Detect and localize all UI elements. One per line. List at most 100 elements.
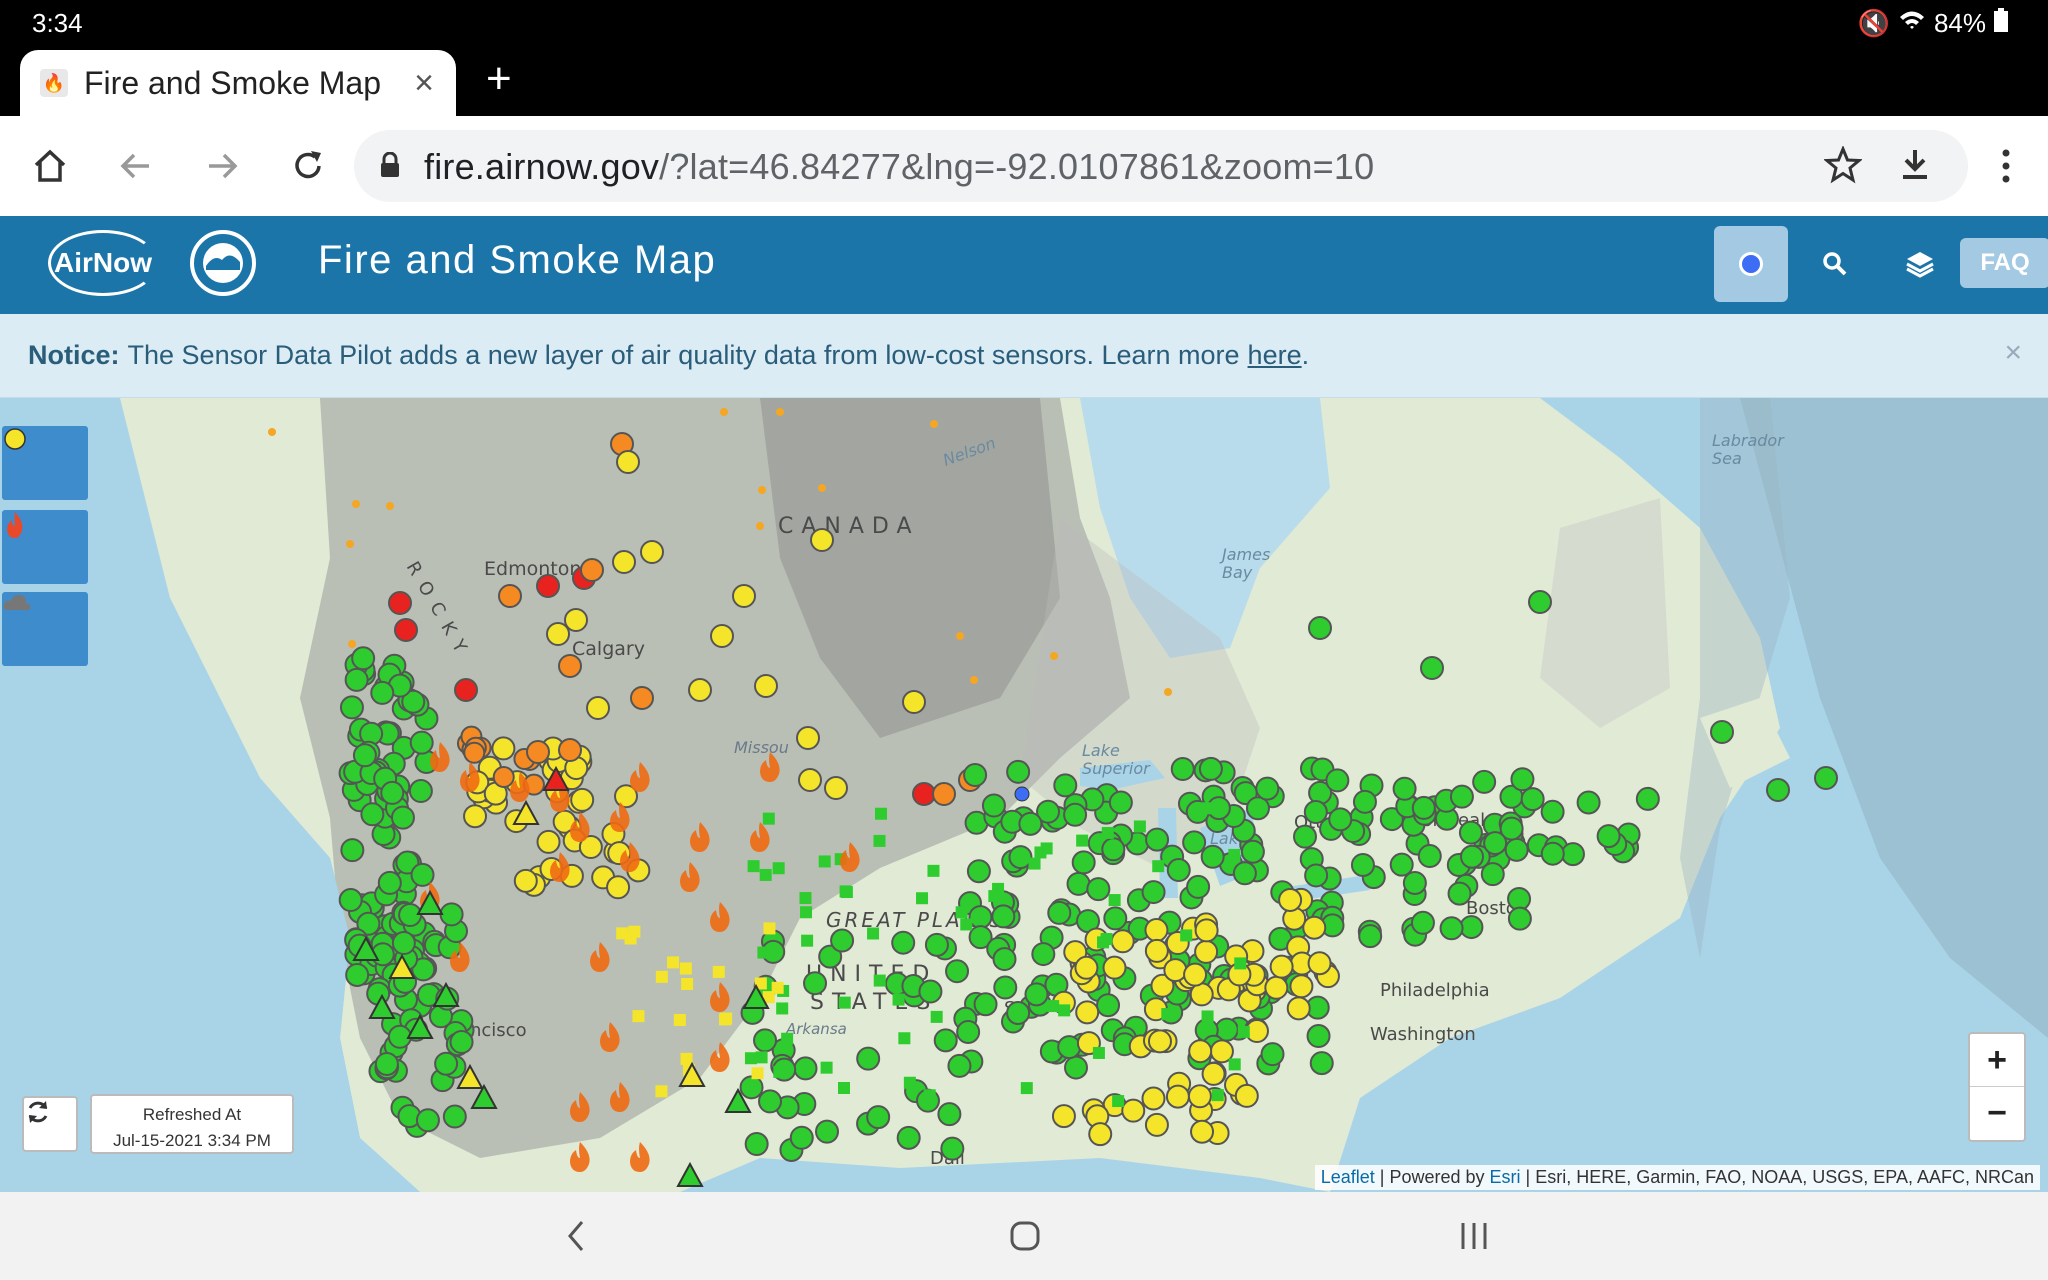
aqi-sensor-square[interactable]	[771, 981, 784, 994]
aqi-monitor-circle[interactable]	[409, 730, 434, 755]
aqi-monitor-circle[interactable]	[454, 678, 478, 702]
aqi-monitor-circle[interactable]	[415, 1108, 440, 1133]
aqi-sensor-square[interactable]	[632, 1010, 645, 1023]
aqi-monitor-circle[interactable]	[606, 875, 631, 900]
smoke-sensor-dot[interactable]	[348, 640, 356, 648]
aqi-monitor-circle[interactable]	[558, 738, 582, 762]
smoke-sensor-dot[interactable]	[970, 676, 978, 684]
aqi-monitor-circle[interactable]	[1057, 1035, 1082, 1060]
aqi-monitor-circle[interactable]	[1480, 862, 1505, 887]
aqi-monitor-circle[interactable]	[1108, 790, 1133, 815]
fire-marker-icon[interactable]	[570, 812, 590, 842]
reload-icon[interactable]	[284, 142, 332, 190]
aqi-monitor-circle[interactable]	[352, 743, 377, 768]
aqi-sensor-square[interactable]	[763, 922, 776, 935]
aqi-markers-layer[interactable]	[0, 398, 2048, 1192]
aqi-monitor-triangle[interactable]	[742, 983, 770, 1009]
aqi-monitor-circle[interactable]	[1483, 831, 1508, 856]
aqi-monitor-circle[interactable]	[586, 696, 610, 720]
aqi-monitor-circle[interactable]	[1047, 900, 1072, 925]
aqi-monitor-circle[interactable]	[1328, 807, 1353, 832]
aqi-monitor-circle[interactable]	[732, 584, 756, 608]
aqi-sensor-square[interactable]	[955, 906, 968, 919]
aqi-monitor-circle[interactable]	[1198, 756, 1223, 781]
zoom-in-button[interactable]: +	[1970, 1034, 2024, 1087]
aqi-monitor-circle[interactable]	[810, 528, 834, 552]
aqi-monitor-triangle[interactable]	[512, 799, 540, 825]
aqi-monitor-circle[interactable]	[1014, 786, 1030, 802]
aqi-monitor-circle[interactable]	[1507, 906, 1532, 931]
fire-marker-icon[interactable]	[710, 1042, 730, 1072]
aqi-sensor-square[interactable]	[1133, 820, 1146, 833]
aqi-monitor-circle[interactable]	[1410, 910, 1435, 935]
aqi-sensor-square[interactable]	[1100, 933, 1113, 946]
aqi-monitor-circle[interactable]	[439, 902, 464, 927]
aqi-monitor-circle[interactable]	[1071, 850, 1096, 875]
aqi-monitor-circle[interactable]	[463, 804, 488, 829]
aqi-monitor-circle[interactable]	[739, 1075, 764, 1100]
aqi-monitor-circle[interactable]	[1411, 795, 1436, 820]
aqi-monitor-circle[interactable]	[1024, 982, 1049, 1007]
aqi-monitor-circle[interactable]	[1308, 616, 1332, 640]
aqi-sensor-square[interactable]	[988, 890, 1001, 903]
fire-marker-icon[interactable]	[600, 1022, 620, 1052]
aqi-monitor-triangle[interactable]	[542, 765, 570, 791]
aqi-monitor-circle[interactable]	[1286, 996, 1311, 1021]
aqi-sensor-square[interactable]	[1180, 929, 1193, 942]
fire-marker-icon[interactable]	[630, 1142, 650, 1172]
aqi-monitor-circle[interactable]	[410, 862, 435, 887]
aqi-monitor-circle[interactable]	[1232, 861, 1257, 886]
aqi-sensor-square[interactable]	[838, 1081, 851, 1094]
aqi-monitor-circle[interactable]	[1379, 807, 1404, 832]
aqi-sensor-square[interactable]	[1034, 846, 1047, 859]
fire-marker-icon[interactable]	[610, 802, 630, 832]
aqi-sensor-square[interactable]	[839, 885, 852, 898]
aqi-monitor-circle[interactable]	[1150, 973, 1175, 998]
aqi-sensor-square[interactable]	[655, 1085, 668, 1098]
aqi-sensor-square[interactable]	[800, 906, 813, 919]
aqi-monitor-circle[interactable]	[945, 959, 970, 984]
aqi-monitor-circle[interactable]	[1187, 1084, 1212, 1109]
aqi-monitor-circle[interactable]	[558, 654, 582, 678]
fire-marker-icon[interactable]	[570, 1092, 590, 1122]
aqi-monitor-circle[interactable]	[1499, 816, 1524, 841]
aqi-sensor-square[interactable]	[720, 1012, 733, 1025]
smoke-sensor-dot[interactable]	[386, 502, 394, 510]
aqi-monitor-circle[interactable]	[1102, 955, 1127, 980]
aqi-monitor-circle[interactable]	[1166, 858, 1191, 883]
aqi-monitor-circle[interactable]	[449, 1030, 474, 1055]
aqi-monitor-circle[interactable]	[434, 1051, 459, 1076]
smoke-sensor-dot[interactable]	[1164, 688, 1172, 696]
aqi-monitor-circle[interactable]	[1190, 1119, 1215, 1144]
aqi-monitor-circle[interactable]	[630, 686, 654, 710]
aqi-monitor-circle[interactable]	[1306, 1024, 1331, 1049]
aqi-sensor-square[interactable]	[1020, 1082, 1033, 1095]
aqi-monitor-circle[interactable]	[1064, 1055, 1089, 1080]
aqi-monitor-circle[interactable]	[1458, 820, 1483, 845]
aqi-monitor-circle[interactable]	[856, 1046, 881, 1071]
aqi-sensor-square[interactable]	[680, 1052, 693, 1065]
smoke-sensor-dot[interactable]	[346, 540, 354, 548]
smoke-toggle[interactable]	[2, 592, 88, 666]
aqi-sensor-square[interactable]	[655, 970, 668, 983]
fire-marker-icon[interactable]	[610, 1082, 630, 1112]
aqi-monitor-circle[interactable]	[1189, 982, 1214, 1007]
aqi-monitor-circle[interactable]	[526, 740, 550, 764]
aqi-monitor-circle[interactable]	[1200, 844, 1225, 869]
aqi-monitor-circle[interactable]	[924, 932, 949, 957]
aqi-monitor-circle[interactable]	[918, 979, 943, 1004]
aqi-monitor-circle[interactable]	[377, 870, 402, 895]
fire-marker-icon[interactable]	[590, 942, 610, 972]
aqi-sensor-square[interactable]	[874, 807, 887, 820]
fire-marker-icon[interactable]	[710, 982, 730, 1012]
aqi-monitor-circle[interactable]	[546, 622, 570, 646]
airnow-logo[interactable]: AirNow	[48, 230, 158, 296]
aqi-monitor-circle[interactable]	[1635, 786, 1660, 811]
fire-marker-icon[interactable]	[630, 762, 650, 792]
aqi-sensor-square[interactable]	[873, 974, 886, 987]
aqi-monitor-circle[interactable]	[940, 1136, 965, 1161]
aqi-monitor-circle[interactable]	[968, 905, 993, 930]
aqi-monitor-circle[interactable]	[394, 618, 418, 642]
aqi-monitor-triangle[interactable]	[388, 953, 416, 979]
aqi-monitor-circle[interactable]	[1472, 769, 1497, 794]
